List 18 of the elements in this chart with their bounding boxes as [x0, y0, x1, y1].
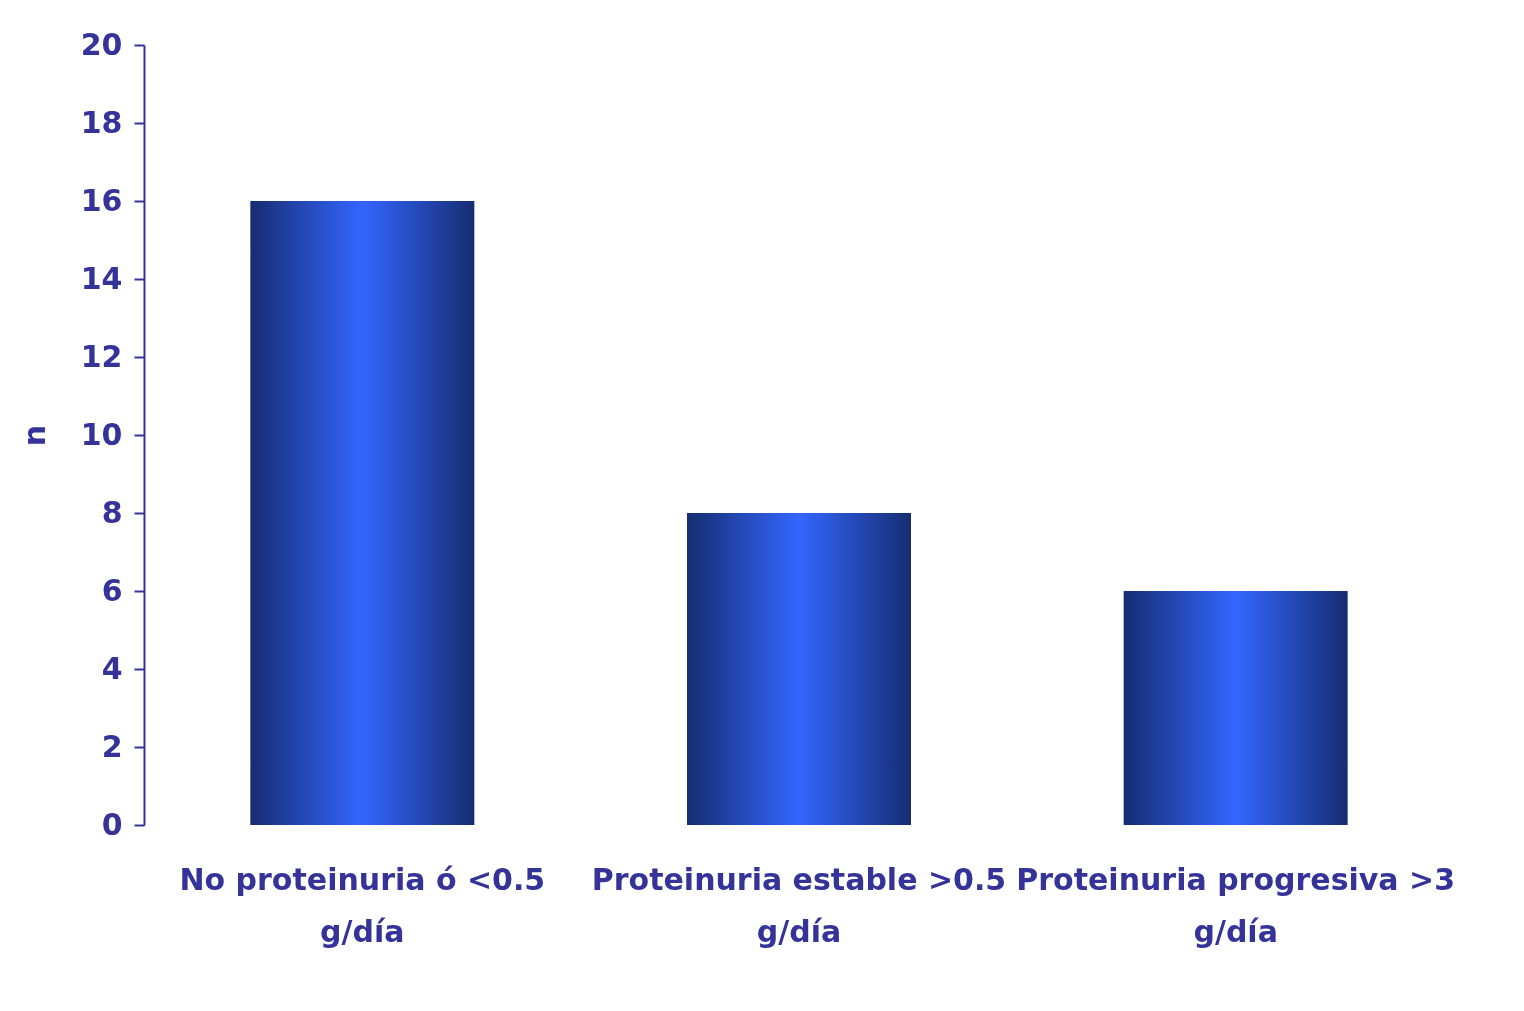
bar — [250, 201, 475, 825]
y-tick-label: 14 — [80, 260, 123, 296]
y-tick-label: 6 — [101, 572, 123, 608]
y-tick-label: 12 — [80, 338, 123, 374]
y-tick-label: 2 — [101, 728, 123, 764]
y-tick-label: 10 — [80, 416, 123, 452]
bar — [1123, 591, 1348, 825]
y-tick-label: 20 — [80, 26, 123, 62]
y-tick-label: 18 — [80, 104, 123, 140]
y-tick-label: 0 — [101, 806, 123, 842]
x-tick-label: No proteinuria ó <0.5 g/día — [179, 861, 546, 949]
bar — [687, 513, 911, 825]
y-tick-label: 16 — [80, 182, 123, 218]
y-tick-label: 4 — [101, 650, 123, 686]
y-axis-title: n — [16, 424, 52, 447]
x-tick-label: Proteinuria estable >0.5 g/día — [591, 861, 1007, 949]
y-tick-label: 8 — [101, 494, 123, 530]
x-tick-label: Proteinuria progresiva >3 g/día — [1016, 861, 1456, 949]
